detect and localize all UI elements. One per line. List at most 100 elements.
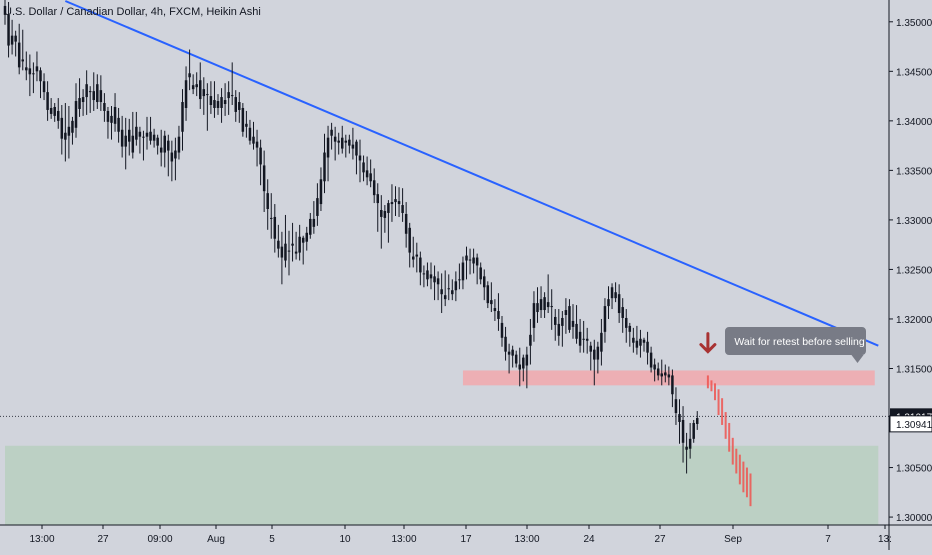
candle: [639, 329, 642, 358]
candle: [500, 315, 504, 347]
candle: [67, 105, 71, 159]
y-tick-label: 1.33500: [896, 166, 932, 177]
candle: [387, 200, 390, 243]
projection-candle: [706, 375, 709, 389]
candle: [17, 23, 21, 75]
candle: [529, 318, 532, 365]
candle: [358, 139, 362, 183]
candle: [632, 327, 635, 353]
x-tick-label: 10: [339, 534, 351, 545]
y-tick-label: 1.30000: [896, 513, 932, 524]
projection-candle: [714, 383, 716, 401]
candle: [42, 73, 46, 101]
candle: [234, 90, 237, 122]
x-tick-label: 17: [460, 534, 472, 545]
candle: [539, 286, 543, 318]
candle: [259, 139, 262, 186]
candle: [610, 283, 614, 310]
candle: [656, 362, 660, 381]
candle: [362, 155, 365, 182]
candle: [372, 168, 376, 204]
chart-title: U.S. Dollar / Canadian Dollar, 4h, FXCM,…: [4, 6, 261, 18]
candle: [628, 322, 632, 347]
candle: [447, 274, 450, 301]
candle: [85, 70, 88, 115]
candle: [458, 263, 461, 290]
candle: [408, 222, 411, 268]
x-tick-label: Sep: [724, 534, 742, 545]
annotation-text: Wait for retest before selling: [734, 336, 864, 348]
annotation: Wait for retest before selling: [725, 327, 866, 363]
x-tick-label: 13:00: [514, 534, 539, 545]
candle: [46, 81, 49, 121]
candle: [159, 129, 163, 167]
candle: [138, 126, 142, 154]
candle: [546, 274, 550, 314]
candle: [696, 411, 699, 430]
candle: [646, 331, 649, 365]
candle: [674, 387, 678, 425]
candle: [209, 81, 213, 114]
candle: [678, 399, 681, 444]
candle: [184, 66, 188, 121]
x-tick-label: 13:00: [391, 534, 416, 545]
trendline: [64, 0, 879, 347]
candle: [479, 262, 482, 285]
candle: [216, 94, 220, 115]
candle: [475, 253, 479, 285]
candle: [653, 358, 656, 382]
candle: [284, 214, 287, 268]
y-tick-label: 1.32000: [896, 315, 932, 326]
candle: [688, 422, 692, 459]
candle: [681, 406, 685, 463]
projection-candle: [735, 448, 738, 474]
candle: [78, 78, 81, 117]
candle: [213, 81, 216, 118]
candle: [128, 118, 131, 156]
candle: [571, 304, 575, 339]
x-tick-label: Aug: [207, 534, 225, 545]
candle: [309, 212, 312, 239]
candle: [419, 251, 422, 286]
y-tick-label: 1.32500: [896, 265, 932, 276]
candle: [493, 299, 497, 321]
candle: [337, 132, 340, 155]
candle: [10, 19, 14, 55]
candle: [351, 127, 355, 160]
candle: [177, 125, 181, 160]
candle: [490, 282, 493, 313]
candle: [142, 130, 145, 161]
candle: [404, 202, 408, 248]
candle: [511, 345, 514, 368]
candle: [433, 265, 436, 301]
candle: [262, 150, 266, 212]
projection-candle: [731, 437, 734, 465]
candle: [355, 139, 358, 175]
candle: [401, 188, 404, 222]
candle: [195, 72, 198, 97]
candle: [514, 350, 518, 368]
candle: [483, 269, 486, 301]
candle: [422, 265, 426, 288]
x-tick-label: 7: [825, 534, 831, 545]
candle: [451, 279, 454, 301]
candle: [564, 298, 568, 334]
candle: [291, 222, 294, 262]
y-tick-label: 1.34000: [896, 117, 932, 128]
projection-candle: [749, 473, 752, 507]
candle: [348, 134, 351, 154]
candle: [117, 107, 120, 143]
candle: [96, 74, 99, 109]
candle: [578, 318, 582, 353]
candle: [3, 0, 7, 25]
projection-candle: [721, 398, 724, 425]
candle: [554, 309, 557, 341]
candle: [64, 103, 67, 162]
candle: [298, 224, 301, 261]
candle: [454, 271, 458, 302]
candle: [465, 246, 468, 280]
projection-candle: [710, 380, 713, 392]
candle: [415, 242, 419, 273]
